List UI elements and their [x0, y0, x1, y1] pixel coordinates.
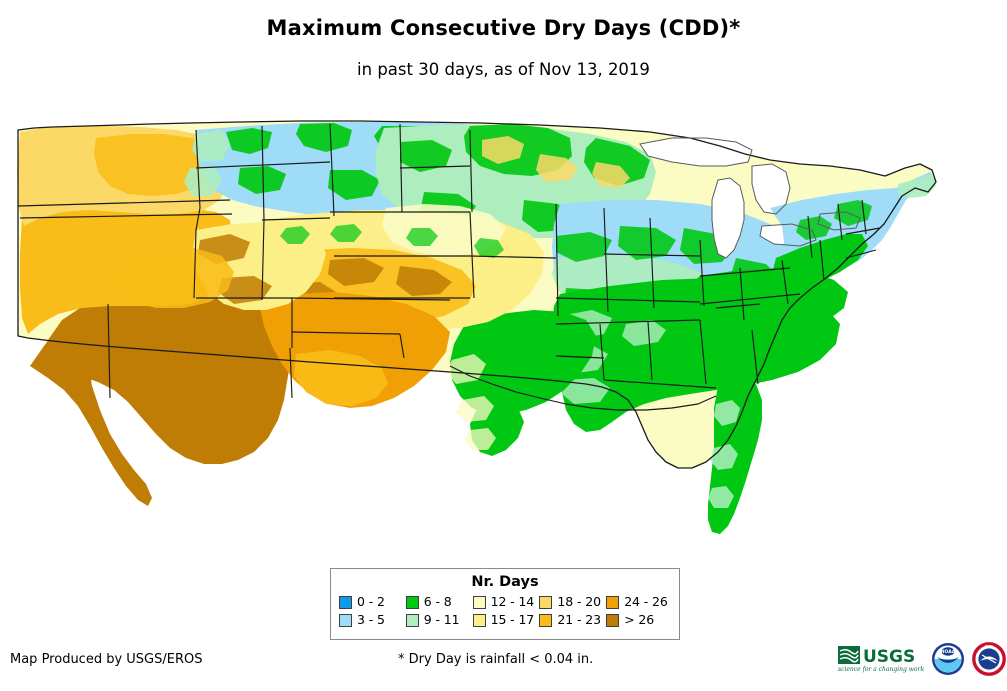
legend-item[interactable]: 6 - 8: [405, 593, 471, 611]
state-boundaries: [17, 120, 937, 469]
legend-label: 3 - 5: [357, 612, 385, 627]
conus-choropleth-map[interactable]: [0, 108, 1007, 548]
great-lakes-outline: [639, 137, 861, 259]
lake-superior: [640, 138, 752, 166]
legend-label: 6 - 8: [423, 594, 452, 609]
page-subtitle: in past 30 days, as of Nov 13, 2019: [357, 60, 650, 79]
svg-text:science for a changing world: science for a changing world: [838, 666, 924, 673]
legend-label: 9 - 11: [423, 612, 460, 627]
legend-swatch-icon: [539, 595, 553, 609]
nws-logo[interactable]: NWS: [972, 641, 1006, 676]
legend-swatch-icon: [472, 595, 486, 609]
legend-swatch-icon: [405, 595, 419, 609]
legend-swatch-icon: [339, 595, 352, 609]
region-plains-brown-streaks: [266, 234, 452, 306]
region-vermont-green-patch: [796, 200, 872, 240]
page-title: Maximum Consecutive Dry Days (CDD)*: [266, 16, 741, 40]
region-east-texas-gulf: [450, 310, 596, 414]
region-florida-mint-speckle: [708, 400, 740, 508]
agency-logos: USGS science for a changing world NOAA N…: [838, 636, 1006, 681]
legend-swatch-icon: [606, 613, 620, 627]
region-southwest-extreme: [35, 298, 292, 464]
region-minnesota-gold: [482, 136, 630, 188]
legend-swatch-icon: [606, 595, 620, 609]
legend-swatch-icon: [339, 613, 352, 627]
legend-label: 12 - 14: [490, 594, 535, 609]
legend-label: 21 - 23: [557, 612, 601, 627]
legend-item[interactable]: 0 - 2: [339, 593, 404, 611]
region-southwest-texas-gold: [294, 350, 388, 406]
region-southeast: [552, 278, 840, 432]
legend-item[interactable]: 9 - 11: [405, 611, 471, 629]
legend-item[interactable]: 3 - 5: [339, 611, 404, 629]
map-raster-layer: [17, 121, 936, 534]
legend-label: 0 - 2: [357, 594, 385, 609]
region-minnesota-green: [400, 124, 650, 232]
legend-label: 24 - 26: [624, 594, 668, 609]
legend-label: 15 - 17: [490, 612, 535, 627]
legend-item[interactable]: 21 - 23: [539, 611, 604, 629]
region-texas-pale-streaks: [446, 354, 496, 450]
legend-label: > 26: [624, 612, 655, 627]
legend-label: 18 - 20: [557, 594, 601, 609]
legend-item[interactable]: 24 - 26: [606, 593, 671, 611]
svg-text:NWS: NWS: [985, 644, 993, 648]
legend-item[interactable]: 12 - 14: [472, 593, 538, 611]
svg-text:USGS: USGS: [863, 647, 915, 667]
region-great-basin-gold: [112, 248, 234, 308]
region-california-coast: [30, 314, 152, 506]
legend-box: Nr. Days 0 - 2 6 - 8 12 - 14 18 - 20 24 …: [330, 568, 680, 640]
legend-swatch-icon: [405, 613, 419, 627]
legend-swatch-icon: [539, 613, 553, 627]
legend-swatch-icon: [472, 613, 486, 627]
svg-text:NOAA: NOAA: [941, 649, 956, 655]
lake-michigan: [712, 178, 744, 258]
map-credit: Map Produced by USGS/EROS: [10, 652, 203, 667]
legend-item[interactable]: 15 - 17: [472, 611, 538, 629]
usgs-logo[interactable]: USGS science for a changing world: [838, 644, 924, 674]
map-container[interactable]: [0, 108, 1007, 548]
legend-items: 0 - 2 6 - 8 12 - 14 18 - 20 24 - 26 3 - …: [331, 593, 679, 629]
dry-day-footnote: * Dry Day is rainfall < 0.04 in.: [398, 652, 594, 667]
region-colorado-brown: [198, 234, 272, 304]
noaa-logo[interactable]: NOAA: [931, 642, 965, 676]
legend-item[interactable]: > 26: [606, 611, 671, 629]
region-plains-green-flecks: [280, 224, 504, 258]
legend-item[interactable]: 18 - 20: [539, 593, 604, 611]
legend-title: Nr. Days: [471, 574, 539, 590]
